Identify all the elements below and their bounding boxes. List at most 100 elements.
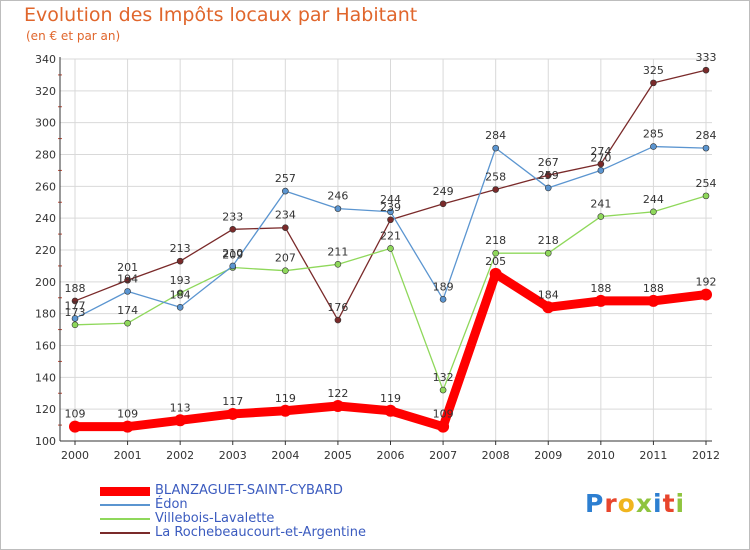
data-point (174, 414, 187, 427)
data-label: 221 (380, 229, 401, 242)
legend-item-edon: Édon (100, 497, 400, 512)
legend-swatch-rochebeaucourt (100, 532, 150, 534)
data-point (334, 316, 342, 324)
data-point (387, 208, 394, 216)
data-point (176, 303, 184, 311)
chart-title: Evolution des Impôts locaux par Habitant (24, 4, 418, 26)
logo-letter: r (604, 489, 618, 518)
data-point (650, 79, 657, 87)
legend-swatch-blanzaguet (100, 487, 150, 496)
data-point (489, 267, 502, 280)
y-tick-label: 240 (35, 212, 56, 225)
data-label: 109 (117, 408, 138, 421)
data-point (439, 296, 447, 303)
y-tick-label: 180 (35, 308, 56, 321)
data-point (124, 276, 131, 284)
data-label: 207 (275, 252, 296, 265)
data-label: 284 (696, 129, 717, 142)
legend-swatch-villebois (100, 518, 150, 520)
data-label: 325 (643, 64, 664, 77)
data-point (544, 249, 552, 257)
data-point (702, 66, 710, 74)
data-label: 117 (222, 395, 243, 408)
legend-item-rochebeaucourt: La Rochebeaucourt-et-Argentine (100, 525, 400, 540)
y-tick-label: 320 (35, 85, 56, 98)
data-label: 188 (590, 282, 611, 295)
data-point (542, 301, 555, 314)
y-tick-label: 120 (35, 403, 56, 416)
data-point (544, 171, 552, 179)
x-tick-label: 2000 (61, 449, 89, 462)
data-point (124, 288, 131, 295)
data-point (597, 213, 605, 220)
data-point (71, 297, 79, 305)
y-tick-label: 300 (35, 117, 56, 130)
data-label: 333 (696, 51, 717, 64)
data-label: 218 (538, 234, 559, 247)
x-tick-label: 2003 (219, 449, 247, 462)
x-tick-label: 2004 (271, 449, 299, 462)
data-point (279, 404, 292, 417)
data-label: 109 (65, 408, 86, 421)
data-label: 201 (117, 261, 138, 274)
y-tick-label: 260 (35, 180, 56, 193)
x-tick-label: 2008 (482, 449, 510, 462)
data-label: 244 (380, 193, 401, 206)
data-label: 211 (327, 245, 348, 258)
data-point (647, 294, 660, 307)
logo-letter: i (653, 489, 663, 518)
data-point (650, 208, 657, 216)
y-tick-label: 160 (35, 340, 56, 353)
logo-letter: P (585, 489, 605, 518)
data-label: 246 (327, 190, 348, 203)
data-point (594, 294, 607, 307)
data-label: 176 (327, 301, 348, 314)
data-point (176, 289, 184, 297)
data-label: 194 (117, 272, 138, 285)
data-point (700, 288, 712, 301)
data-label: 184 (170, 288, 191, 301)
y-tick-label: 140 (35, 371, 56, 384)
data-label: 270 (590, 151, 611, 164)
data-point (334, 205, 342, 212)
data-point (387, 216, 394, 224)
x-tick-label: 2002 (166, 449, 194, 462)
data-point (650, 143, 657, 150)
y-tick-label: 200 (35, 276, 56, 289)
legend-label-edon: Édon (155, 497, 188, 512)
data-label: 109 (433, 408, 454, 421)
logo-letter: x (635, 489, 653, 518)
y-tick-label: 100 (35, 435, 56, 448)
x-tick-label: 2001 (114, 449, 142, 462)
legend: BLANZAGUET-SAINT-CYBARD Édon Villebois-L… (100, 483, 400, 540)
data-point (282, 267, 289, 274)
data-point (702, 144, 710, 152)
data-label: 174 (117, 304, 138, 317)
y-tick-label: 220 (35, 244, 56, 257)
data-point (69, 420, 81, 433)
chart-subtitle: (en € et par an) (26, 29, 121, 43)
data-point (492, 249, 499, 257)
legend-label-villebois: Villebois-Lavalette (155, 511, 275, 526)
legend-item-villebois: Villebois-Lavalette (100, 511, 400, 526)
data-label: 210 (222, 247, 243, 260)
data-point (544, 184, 552, 192)
data-point (71, 321, 79, 329)
data-point (121, 420, 134, 433)
data-label: 119 (275, 392, 296, 405)
data-label: 132 (433, 371, 454, 384)
data-point (176, 257, 184, 265)
data-point (437, 420, 450, 433)
data-label: 267 (538, 156, 559, 169)
data-point (492, 144, 499, 152)
data-point (439, 200, 447, 208)
data-label: 244 (643, 193, 664, 206)
data-point (439, 386, 447, 394)
data-point (71, 315, 79, 322)
data-label: 258 (485, 171, 506, 184)
data-point (229, 262, 237, 270)
data-label: 257 (275, 172, 296, 185)
data-point (384, 404, 397, 417)
